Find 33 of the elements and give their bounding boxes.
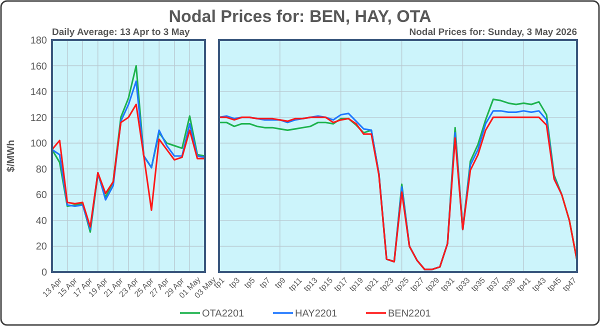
x-tick-label: tp29 [424,275,442,294]
y-tick-label: 160 [30,61,48,72]
y-axis-title: $/MWh [6,140,17,172]
y-tick-label: 0 [41,268,48,278]
x-tick-label: tp19 [348,275,366,294]
x-tick-label: tp11 [286,276,304,293]
y-tick-label: 80 [36,164,48,176]
y-tick-label: 120 [30,112,48,124]
line-series [51,104,206,228]
y-tick-label: 60 [36,190,48,202]
x-tick-label: tp41 [515,275,533,294]
x-tick-label: tp21 [362,275,381,294]
x-tick-label: tp7 [258,275,272,290]
x-tick-label: tp43 [530,275,548,294]
legend-label: HAY2201 [295,308,338,320]
y-tick-label: 100 [30,138,48,150]
legend-label: BEN2201 [388,308,432,320]
x-tick-label: tp33 [454,275,472,294]
x-tick-label: tp3 [227,275,242,290]
chart-subtitle: Nodal Prices for: Sunday, 3 May 2026 [409,27,577,38]
x-tick-label: tp23 [378,275,396,294]
chart-subtitle: Daily Average: 13 Apr to 3 May [52,27,191,38]
y-tick-label: 20 [36,242,48,253]
y-tick-label: 40 [36,216,48,227]
y-tick-label: 180 [30,36,48,46]
x-tick-label: tp31 [439,275,457,294]
text: Nodal Prices for: BEN, HAY, OTA [168,7,432,26]
x-tick-label: tp9 [273,275,288,290]
x-tick-label: tp13 [302,275,320,294]
legend-label: OTA2201 [202,308,244,320]
x-tick-label: tp5 [242,275,258,290]
y-tick-label: 140 [30,87,48,98]
x-tick-label: tp39 [500,275,518,294]
